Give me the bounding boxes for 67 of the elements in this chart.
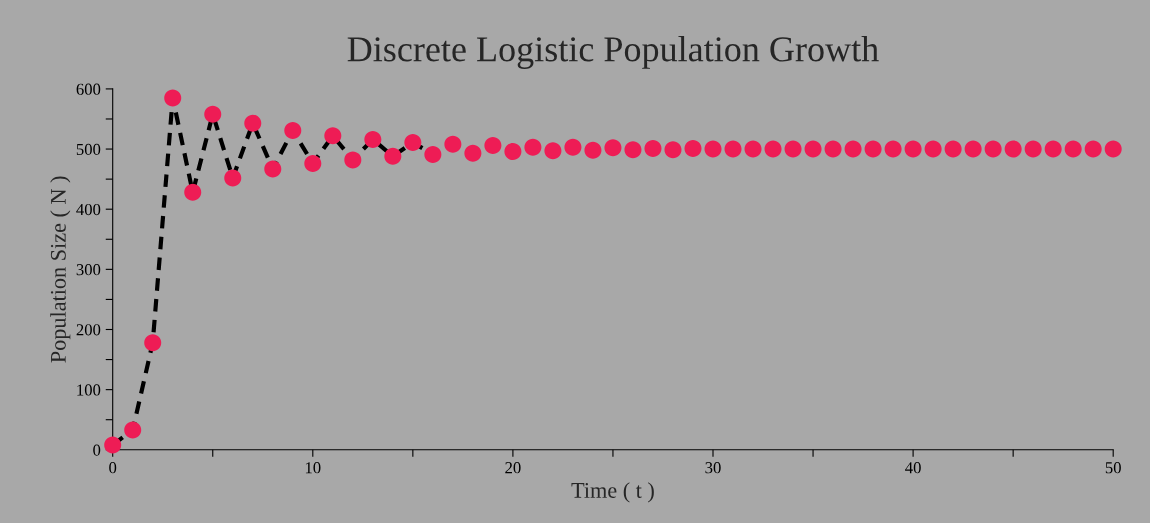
- y-tick-label: 500: [76, 143, 101, 155]
- point: [484, 136, 502, 154]
- point: [964, 140, 982, 158]
- point: [284, 121, 302, 139]
- point: [184, 183, 202, 201]
- point: [204, 105, 222, 123]
- point: [664, 141, 682, 159]
- x-tick-label: 30: [705, 462, 721, 474]
- point: [504, 142, 522, 160]
- point: [384, 147, 402, 165]
- point: [904, 140, 922, 158]
- y-axis-title: Population Size ( N ): [50, 176, 71, 363]
- x-tick-label: 20: [505, 462, 521, 474]
- point: [404, 133, 422, 151]
- point: [164, 89, 182, 107]
- chart-title: Discrete Logistic Population Growth: [347, 36, 879, 69]
- point: [444, 135, 462, 153]
- x-tick-label: 0: [109, 462, 117, 474]
- y-tick-label: 400: [76, 203, 101, 216]
- point: [364, 130, 382, 148]
- point: [1004, 140, 1022, 158]
- point: [1104, 140, 1122, 158]
- point: [544, 142, 562, 160]
- point: [564, 138, 582, 156]
- point: [584, 141, 602, 159]
- point: [1044, 140, 1062, 158]
- point: [604, 139, 622, 157]
- y-tick-label: 600: [76, 83, 101, 95]
- point: [724, 140, 742, 158]
- point: [244, 114, 262, 132]
- point: [1064, 140, 1082, 158]
- y-tick-label: 0: [93, 444, 101, 456]
- point: [984, 140, 1002, 158]
- point: [324, 127, 342, 145]
- point: [424, 145, 442, 163]
- point: [304, 154, 322, 172]
- x-tick-label: 50: [1105, 462, 1121, 474]
- point: [944, 140, 962, 158]
- point: [224, 169, 242, 187]
- point: [884, 140, 902, 158]
- point: [644, 139, 662, 157]
- point: [524, 138, 542, 156]
- point: [824, 140, 842, 158]
- point: [464, 144, 482, 162]
- point: [1024, 140, 1042, 158]
- point: [864, 140, 882, 158]
- point: [144, 334, 162, 352]
- point: [744, 140, 762, 158]
- point: [264, 160, 282, 178]
- y-tick-label: 200: [76, 324, 101, 336]
- point: [684, 139, 702, 157]
- point: [764, 140, 782, 158]
- y-tick-label: 300: [76, 264, 101, 276]
- point: [624, 141, 642, 159]
- x-axis-title: Time ( t ): [571, 482, 654, 503]
- x-tick-label: 10: [305, 462, 321, 474]
- point: [924, 140, 942, 158]
- point: [704, 140, 722, 158]
- point: [784, 140, 802, 158]
- point: [344, 151, 362, 169]
- point: [1084, 140, 1102, 158]
- y-tick-label: 100: [77, 384, 101, 396]
- point: [124, 421, 142, 439]
- x-tick-label: 40: [905, 462, 921, 474]
- point: [104, 436, 122, 454]
- point: [844, 140, 862, 158]
- point: [804, 140, 822, 158]
